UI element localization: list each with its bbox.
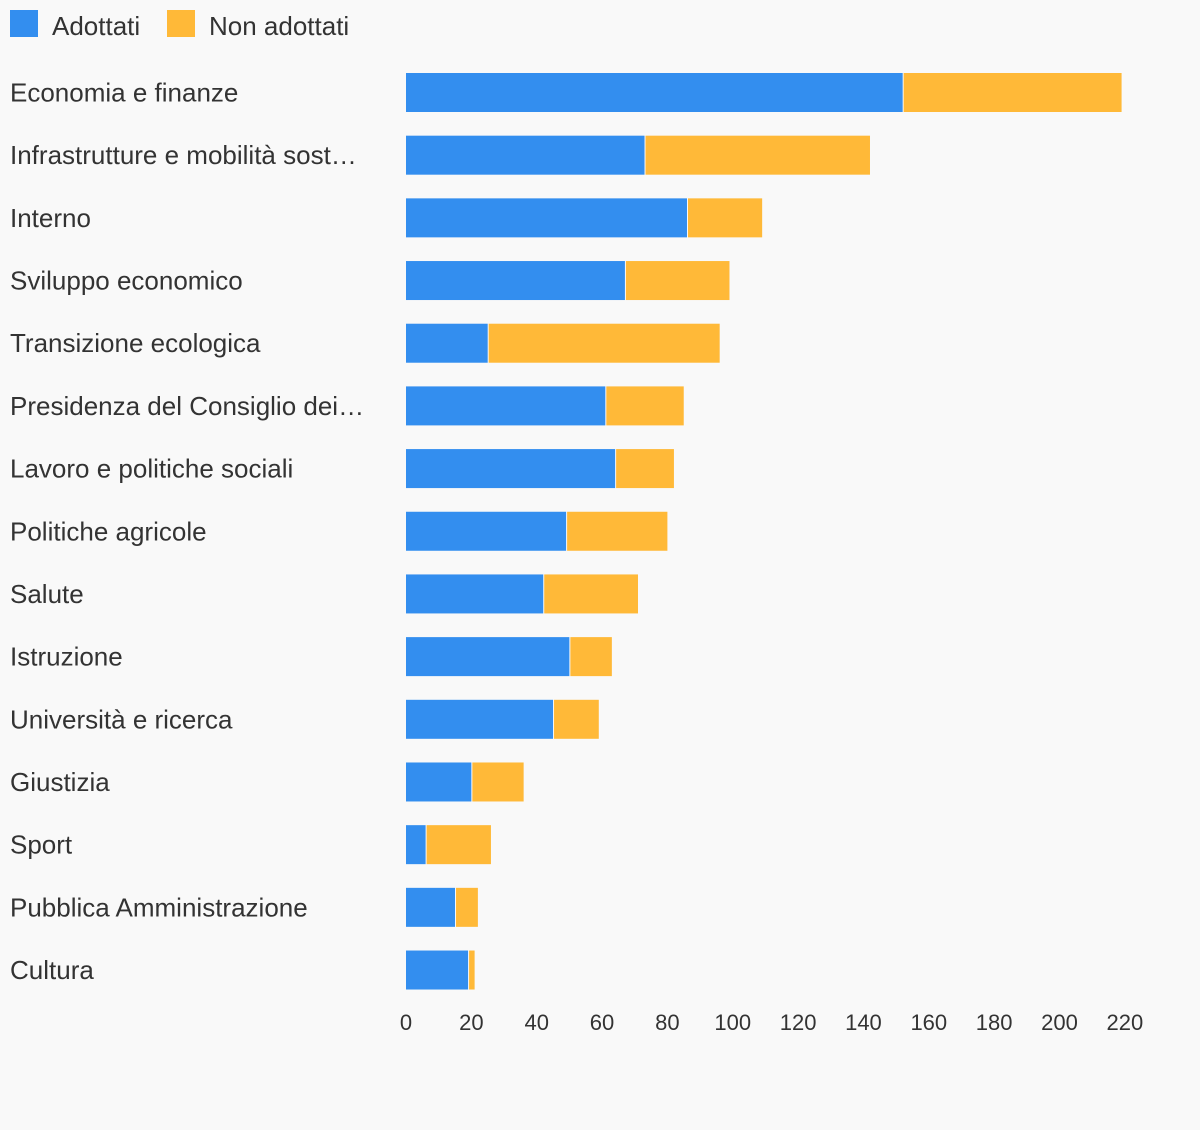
- x-tick-label: 140: [845, 1010, 882, 1035]
- x-tick-label: 200: [1041, 1010, 1078, 1035]
- x-tick-label: 120: [780, 1010, 817, 1035]
- bar-non-adottati: [903, 73, 1122, 112]
- bar-adottati: [406, 135, 645, 175]
- x-tick-label: 180: [976, 1010, 1013, 1035]
- bar-non-adottati: [544, 574, 638, 614]
- bar-adottati: [406, 825, 426, 865]
- bar-non-adottati: [606, 386, 684, 426]
- category-label: Economia e finanze: [10, 78, 238, 108]
- category-label: Università e ricerca: [10, 704, 233, 734]
- category-label: Sviluppo economico: [10, 266, 243, 296]
- category-labels: Economia e finanze Infrastrutture e mobil…: [10, 78, 364, 986]
- category-label: Politiche agricole: [10, 516, 207, 546]
- legend-swatch-non-adottati: [167, 10, 195, 37]
- bar-adottati: [406, 323, 488, 363]
- bar-non-adottati: [625, 261, 730, 301]
- bar-non-adottati: [488, 323, 720, 363]
- category-label: Infrastrutture e mobilità sost…: [10, 140, 357, 170]
- x-tick-label: 40: [524, 1010, 548, 1035]
- category-label: Salute: [10, 579, 84, 609]
- category-label: Cultura: [10, 955, 94, 985]
- bar-non-adottati: [426, 825, 491, 865]
- bar-adottati: [406, 449, 616, 489]
- x-axis-ticks: 0 20 40 60 80 100 120 140 160 180 200 220: [400, 1010, 1143, 1035]
- x-tick-label: 80: [655, 1010, 679, 1035]
- category-label: Presidenza del Consiglio dei…: [10, 391, 364, 421]
- bar-adottati: [406, 762, 472, 802]
- bar-non-adottati: [554, 699, 599, 739]
- bar-adottati: [406, 699, 554, 739]
- bar-non-adottati: [469, 950, 475, 990]
- legend-label-non-adottati: Non adottati: [209, 11, 349, 41]
- bar-adottati: [406, 637, 570, 677]
- x-tick-label: 60: [590, 1010, 614, 1035]
- bars: [406, 73, 1122, 990]
- bar-non-adottati: [567, 511, 668, 551]
- legend: Adottati Non adottati: [10, 10, 349, 41]
- bar-non-adottati: [645, 135, 870, 175]
- category-label: Interno: [10, 203, 91, 233]
- bar-non-adottati: [472, 762, 524, 802]
- legend-label-adottati: Adottati: [52, 11, 140, 41]
- x-tick-label: 100: [714, 1010, 751, 1035]
- bar-adottati: [406, 198, 688, 238]
- bar-non-adottati: [456, 887, 478, 927]
- category-label: Transizione ecologica: [10, 328, 261, 358]
- x-tick-label: 0: [400, 1010, 412, 1035]
- bar-adottati: [406, 386, 606, 426]
- bar-adottati: [406, 950, 469, 990]
- bar-non-adottati: [570, 637, 612, 677]
- category-label: Istruzione: [10, 642, 123, 672]
- category-label: Pubblica Amministrazione: [10, 892, 308, 922]
- category-label: Giustizia: [10, 767, 110, 797]
- bar-adottati: [406, 511, 567, 551]
- bar-adottati: [406, 887, 456, 927]
- legend-swatch-adottati: [10, 10, 38, 37]
- x-tick-label: 160: [910, 1010, 947, 1035]
- x-tick-label: 220: [1106, 1010, 1143, 1035]
- bar-adottati: [406, 574, 544, 614]
- bar-non-adottati: [616, 449, 674, 489]
- category-label: Lavoro e politiche sociali: [10, 454, 293, 484]
- category-label: Sport: [10, 830, 73, 860]
- x-tick-label: 20: [459, 1010, 483, 1035]
- bar-adottati: [406, 261, 625, 301]
- bar-non-adottati: [688, 198, 763, 238]
- bar-adottati: [406, 73, 903, 112]
